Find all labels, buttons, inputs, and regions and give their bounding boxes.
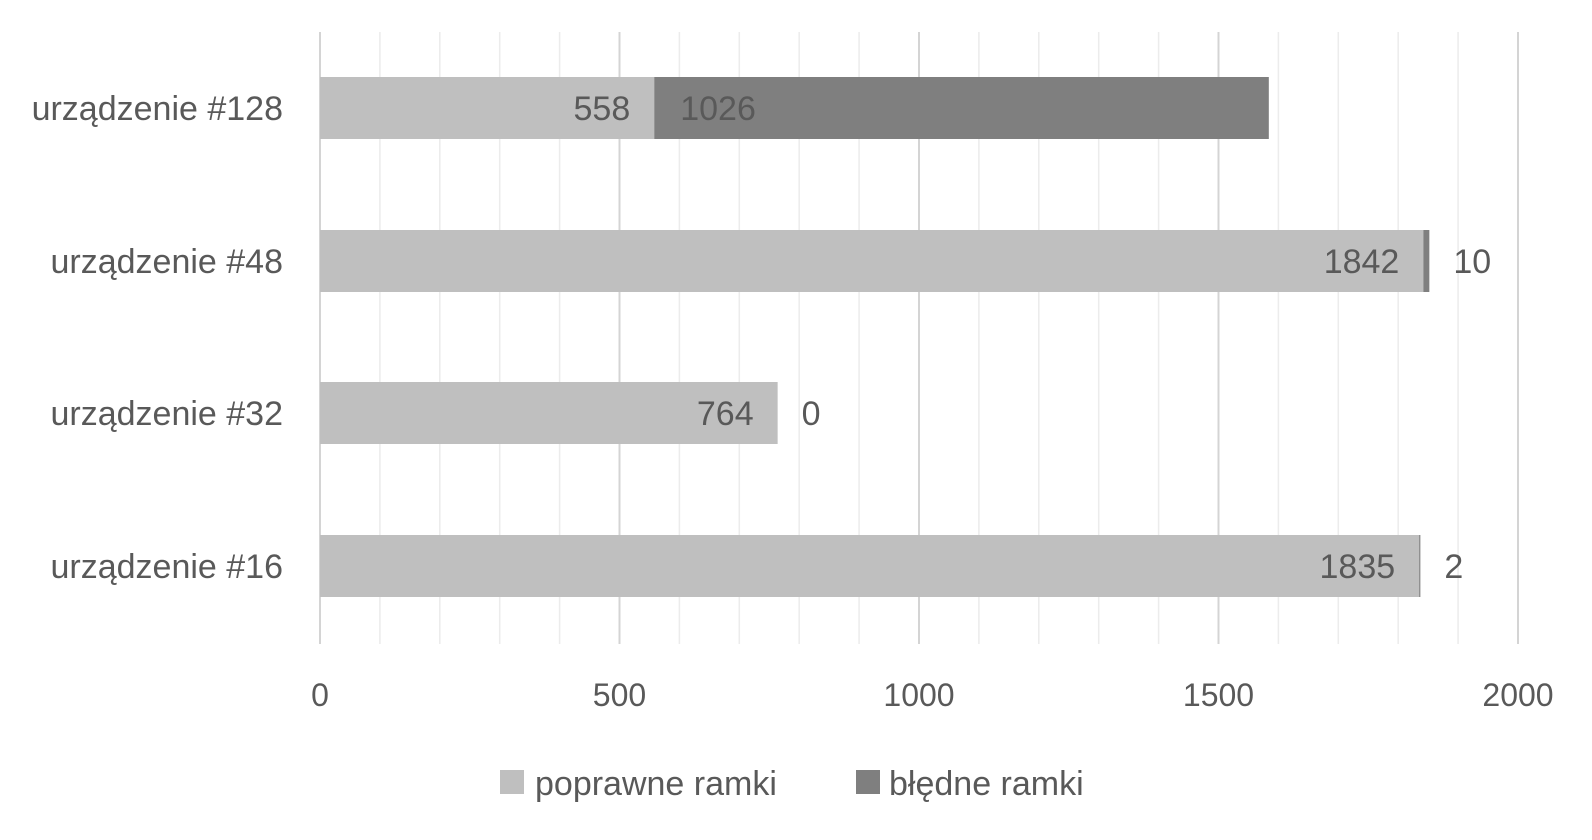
bar-segment: [1419, 535, 1421, 597]
x-tick-label: 1500: [1183, 677, 1254, 713]
data-label: 10: [1453, 243, 1491, 281]
bar-segment: [320, 382, 778, 444]
x-tick-label: 500: [593, 677, 646, 713]
legend-swatch: [500, 770, 524, 794]
category-axis: urządzenie #128 urządzenie #48 urządzenie …: [32, 90, 283, 586]
category-label: urządzenie #32: [50, 395, 283, 433]
category-label: urządzenie #128: [32, 90, 283, 128]
x-tick-label: 0: [311, 677, 329, 713]
bar-segment: [320, 535, 1420, 597]
data-label: 558: [574, 90, 631, 128]
legend-label: poprawne ramki: [535, 765, 777, 803]
bars: [320, 77, 1430, 597]
legend-swatch: [856, 770, 880, 794]
legend: poprawne ramki błędne ramki: [500, 765, 1084, 803]
data-label: 1835: [1320, 548, 1396, 586]
bar-segment: [1423, 230, 1430, 292]
data-label: 1026: [680, 90, 756, 128]
data-label: 0: [802, 395, 821, 433]
x-tick-label: 1000: [883, 677, 954, 713]
data-label: 2: [1444, 548, 1463, 586]
legend-label: błędne ramki: [889, 765, 1084, 803]
data-label: 764: [697, 395, 754, 433]
category-label: urządzenie #16: [50, 548, 283, 586]
x-tick-label: 2000: [1482, 677, 1553, 713]
bar-segment: [320, 230, 1424, 292]
data-labels: 558 1026 1842 10 764 0 1835 2: [574, 90, 1492, 586]
value-axis: 0 500 1000 1500 2000: [311, 677, 1553, 713]
category-label: urządzenie #48: [50, 243, 283, 281]
bar-segment: [320, 77, 655, 139]
data-label: 1842: [1324, 243, 1400, 281]
bar-segment: [654, 77, 1269, 139]
